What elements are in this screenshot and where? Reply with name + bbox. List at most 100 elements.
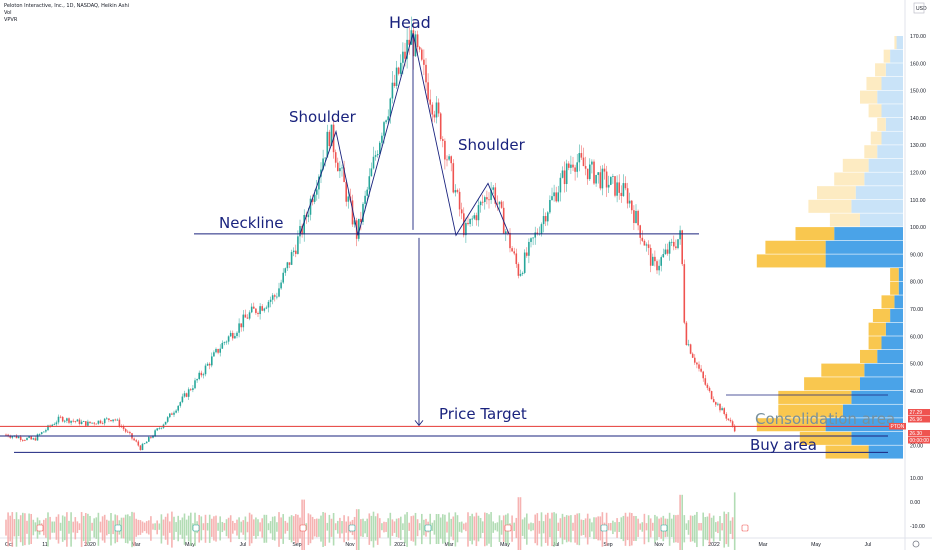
volume-bar — [34, 522, 37, 532]
volume-bar — [679, 494, 681, 550]
candle-body — [729, 419, 732, 422]
volume-bar — [624, 512, 627, 546]
volume-bar — [267, 523, 270, 531]
settings-icon[interactable] — [912, 540, 920, 548]
candle-body — [74, 421, 77, 422]
volume-bar — [372, 511, 375, 548]
price-tick-label: 140.00 — [910, 116, 926, 122]
time-tick-label: Oct — [5, 542, 14, 548]
candle-body — [389, 98, 392, 117]
earnings-marker[interactable] — [299, 524, 307, 532]
volume-bar — [364, 521, 366, 534]
candle-body — [175, 410, 177, 413]
candle-body — [572, 164, 574, 168]
volume-bar — [242, 520, 245, 535]
volume-bar — [324, 512, 326, 546]
candle-body — [429, 99, 431, 105]
volume-bar — [654, 514, 656, 543]
volume-bar — [584, 518, 587, 538]
volume-bar — [528, 523, 530, 530]
candle-body — [368, 176, 371, 190]
candle-body — [500, 201, 503, 208]
vpvr-down-bar — [881, 131, 903, 145]
volume-bar — [658, 518, 660, 538]
volume-bar — [618, 521, 620, 533]
volume-bar — [580, 519, 583, 536]
candle-body — [568, 163, 570, 168]
volume-bar — [549, 518, 551, 538]
candle-body — [215, 348, 217, 353]
price-tag-bg — [908, 430, 930, 437]
volume-bar — [276, 522, 278, 532]
candle-body — [192, 388, 194, 390]
candle-body — [269, 299, 272, 302]
volume-bar — [307, 513, 310, 546]
candle-body — [687, 344, 690, 346]
candle-body — [643, 240, 646, 246]
volume-bar — [568, 515, 570, 542]
volume-bar — [637, 518, 639, 537]
earnings-marker[interactable] — [114, 524, 122, 532]
candle-body — [284, 268, 287, 273]
earnings-marker[interactable] — [741, 524, 749, 532]
volume-bar — [250, 514, 253, 544]
volume-bar — [691, 515, 694, 542]
time-tick-label: 2022 — [708, 542, 720, 548]
earnings-marker[interactable] — [424, 524, 432, 532]
volume-bar — [253, 519, 255, 536]
volume-bar — [536, 513, 539, 546]
earnings-marker[interactable] — [192, 524, 200, 532]
earnings-marker[interactable] — [348, 524, 356, 532]
volume-label: Vol — [4, 10, 12, 16]
candle-body — [190, 389, 192, 391]
volume-bar — [454, 512, 457, 547]
candle-body — [114, 419, 116, 421]
candle-body — [358, 218, 360, 239]
candle-body — [89, 421, 91, 424]
candle-body — [133, 438, 135, 441]
candle-body — [614, 176, 616, 196]
earnings-marker[interactable] — [36, 524, 44, 532]
volume-bar — [274, 516, 276, 541]
chart-legend: Peloton Interactive, Inc., 1D, NASDAQ, H… — [4, 3, 129, 24]
candle-body — [700, 368, 702, 372]
candle-body — [70, 420, 72, 423]
volume-bar — [473, 516, 476, 541]
candle-body — [225, 341, 228, 343]
volume-bar — [309, 514, 312, 544]
volume-bar — [47, 512, 49, 547]
volume-bar — [255, 517, 257, 539]
candle-body — [658, 265, 660, 271]
volume-bar — [471, 513, 473, 545]
volume-bar — [19, 515, 22, 543]
candle-body — [683, 264, 686, 323]
volume-bar — [574, 514, 576, 543]
candle-body — [469, 218, 471, 225]
candle-body — [372, 156, 375, 169]
candle-body — [206, 363, 209, 366]
volume-bar — [498, 515, 501, 542]
volume-bar — [612, 520, 614, 535]
volume-bar — [442, 514, 444, 544]
volume-bar — [412, 515, 415, 542]
candle-body — [15, 435, 18, 439]
volume-bar — [217, 522, 219, 531]
volume-bar — [5, 519, 7, 536]
earnings-marker[interactable] — [660, 524, 668, 532]
candle-body — [45, 430, 47, 432]
volume-bar — [582, 520, 585, 535]
candle-body — [471, 218, 473, 220]
volume-bar — [76, 521, 79, 533]
candle-body — [616, 182, 618, 196]
time-tick-label: May — [500, 542, 510, 548]
volume-bar — [261, 518, 263, 538]
volume-bar — [649, 518, 652, 538]
vpvr-down-bar — [894, 295, 903, 309]
volume-bar — [190, 512, 192, 547]
earnings-marker[interactable] — [600, 524, 608, 532]
volume-bar — [99, 521, 102, 533]
earnings-marker[interactable] — [504, 524, 512, 532]
volume-bar — [423, 519, 425, 536]
candle-body — [395, 67, 398, 87]
